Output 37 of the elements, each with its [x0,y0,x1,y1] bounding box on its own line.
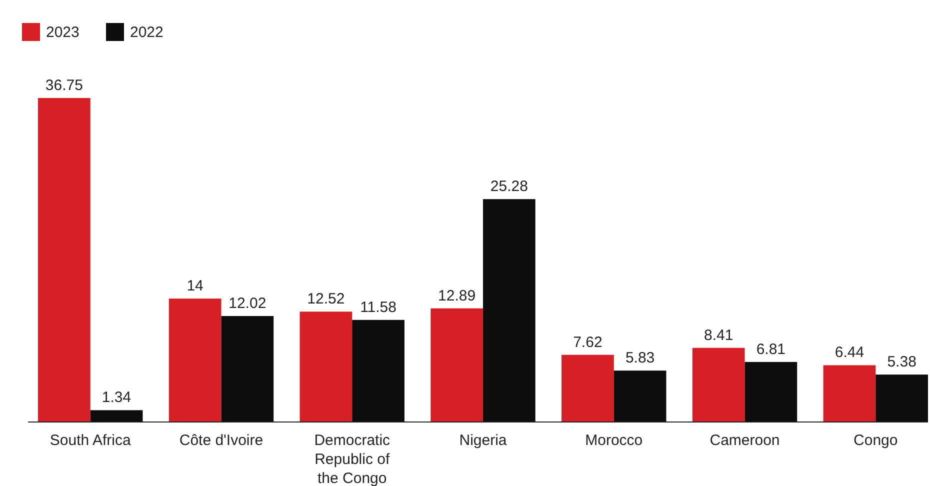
bar [352,320,404,422]
data-label: 5.38 [887,354,916,371]
legend-label: 2022 [130,24,164,41]
bar [430,308,483,422]
legend-label: 2023 [46,24,80,41]
bar [744,362,798,422]
data-label: 7.62 [573,334,602,351]
bar [300,312,352,422]
bar [38,98,90,422]
data-label: 1.34 [102,389,132,406]
x-tick-label: Nigeria [459,432,508,449]
bar [823,365,876,422]
x-tick-label: Democratic Republic of the Congo [314,432,391,486]
data-label: 5.83 [625,350,655,367]
bar [876,374,928,422]
data-label: 6.81 [756,340,786,358]
data-label: 12.02 [228,295,266,312]
x-tick-label: South Africa [50,432,132,449]
bar [90,410,143,422]
data-label: 11.58 [360,298,397,316]
data-label: 25.28 [490,178,528,196]
data-label: 14 [186,278,204,295]
bar [692,348,745,422]
x-tick-label: Congo [854,432,898,449]
data-label: 12.52 [307,290,345,308]
x-tick-label: Cameroon [710,432,780,449]
x-tick-label: Côte d'Ivoire [179,432,264,449]
bar [483,199,536,422]
data-label: 8.41 [704,326,734,344]
data-label: 12.89 [438,287,476,304]
data-label: 6.44 [834,344,864,362]
x-tick-label: Morocco [585,432,643,449]
bar [614,370,666,422]
bar [221,316,274,422]
data-label: 36.75 [45,77,83,94]
bar [168,298,222,422]
bar [562,354,614,422]
